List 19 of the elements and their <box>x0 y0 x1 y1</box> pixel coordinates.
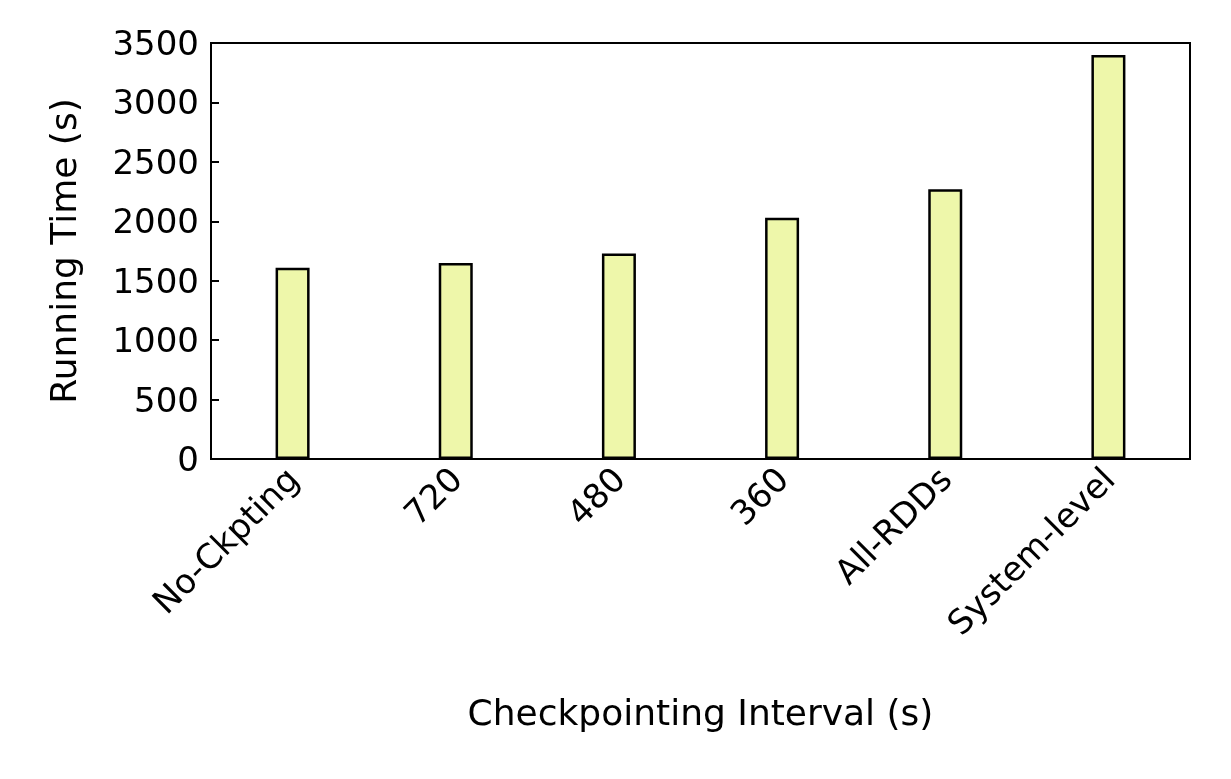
y-axis-title: Running Time (s) <box>42 98 84 404</box>
bar <box>765 217 800 459</box>
y-tick-label: 1500 <box>112 260 199 301</box>
y-tick-label: 500 <box>134 379 199 420</box>
bar <box>1091 54 1126 459</box>
bar <box>928 189 963 459</box>
y-tick-label: 2000 <box>112 201 199 242</box>
y-tick-label: 1000 <box>112 320 199 361</box>
bar <box>275 267 310 459</box>
x-tick-label: 360 <box>722 458 797 534</box>
bar <box>438 262 473 459</box>
x-axis-title: Checkpointing Interval (s) <box>467 691 934 733</box>
y-tick-label: 0 <box>177 439 199 479</box>
y-tick-label: 2500 <box>112 141 199 182</box>
bar <box>601 253 636 459</box>
x-tick-label: 720 <box>395 458 470 534</box>
y-tick-label: 3000 <box>112 82 199 123</box>
x-tick-label: 480 <box>558 458 634 534</box>
y-tick-label: 3500 <box>112 23 199 63</box>
